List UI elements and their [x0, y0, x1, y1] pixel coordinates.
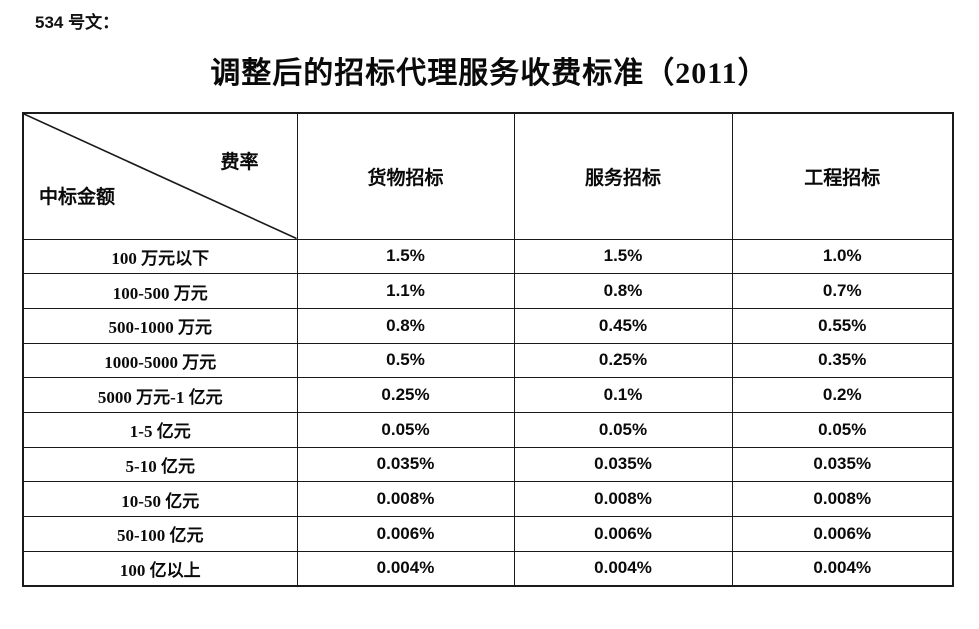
corner-label-rate: 费率: [220, 152, 259, 173]
table-row: 1000-5000 万元 0.5% 0.25% 0.35%: [22, 342, 954, 379]
row-label: 100 亿以上: [22, 550, 298, 587]
column-header-goods: 货物招标: [296, 112, 515, 240]
fee-table: 费率 中标金额 货物招标 服务招标 工程招标 100 万元以下 1.5% 1.5% 1…: [22, 112, 954, 587]
row-label: 100 万元以下: [22, 238, 298, 275]
table-cell: 0.006%: [296, 516, 515, 552]
table-cell: 0.5%: [296, 342, 515, 379]
table-row: 100 亿以上 0.004% 0.004% 0.004%: [22, 550, 954, 587]
table-cell: 0.8%: [513, 273, 733, 309]
table-row: 100 万元以下 1.5% 1.5% 1.0%: [22, 238, 954, 275]
table-cell: 0.35%: [731, 342, 954, 379]
corner-header-cell: 费率 中标金额: [22, 112, 298, 240]
table-cell: 0.004%: [513, 550, 733, 587]
table-cell: 1.1%: [296, 273, 515, 309]
table-cell: 0.8%: [296, 307, 515, 344]
table-cell: 0.006%: [731, 516, 954, 552]
table-cell: 1.5%: [296, 238, 515, 275]
table-cell: 0.004%: [296, 550, 515, 587]
table-row: 10-50 亿元 0.008% 0.008% 0.008%: [22, 481, 954, 517]
table-row: 50-100 亿元 0.006% 0.006% 0.006%: [22, 516, 954, 552]
table-row: 5-10 亿元 0.035% 0.035% 0.035%: [22, 446, 954, 483]
table-cell: 1.5%: [513, 238, 733, 275]
diagonal-line: [24, 114, 297, 239]
corner-label-amount: 中标金额: [39, 186, 116, 208]
row-label: 10-50 亿元: [22, 481, 298, 517]
table-cell: 0.45%: [513, 307, 733, 344]
table-cell: 0.006%: [513, 516, 733, 552]
row-label: 500-1000 万元: [22, 307, 298, 344]
row-label: 50-100 亿元: [22, 516, 298, 552]
table-row: 5000 万元-1 亿元 0.25% 0.1% 0.2%: [22, 377, 954, 413]
table-cell: 0.008%: [731, 481, 954, 517]
table-cell: 0.035%: [731, 446, 954, 483]
row-label: 100-500 万元: [22, 273, 298, 309]
table-cell: 0.035%: [296, 446, 515, 483]
table-cell: 0.05%: [513, 411, 733, 448]
page-title: 调整后的招标代理服务收费标准（2011）: [210, 57, 769, 90]
table-cell: 0.7%: [731, 273, 954, 309]
row-label: 5-10 亿元: [22, 446, 298, 483]
row-label: 5000 万元-1 亿元: [22, 377, 298, 413]
table-cell: 0.25%: [513, 342, 733, 379]
table-cell: 0.05%: [296, 411, 515, 448]
table-cell: 0.25%: [296, 377, 515, 413]
table-cell: 0.55%: [731, 307, 954, 344]
table-cell: 0.1%: [513, 377, 733, 413]
table-row: 1-5 亿元 0.05% 0.05% 0.05%: [22, 411, 954, 448]
row-label: 1-5 亿元: [22, 411, 298, 448]
table-row: 500-1000 万元 0.8% 0.45% 0.55%: [22, 307, 954, 344]
table-cell: 0.008%: [513, 481, 733, 517]
table-cell: 0.2%: [731, 377, 954, 413]
table-body: 100 万元以下 1.5% 1.5% 1.0% 100-500 万元 1.1% 0.8% 0.…: [22, 238, 954, 587]
table-cell: 0.05%: [731, 411, 954, 448]
column-header-engineering: 工程招标: [731, 112, 954, 240]
column-header-services: 服务招标: [513, 112, 733, 240]
table-cell: 0.004%: [731, 550, 954, 587]
doc-number-label: 534 号文：: [35, 13, 120, 32]
table-row: 100-500 万元 1.1% 0.8% 0.7%: [22, 273, 954, 309]
header-row: 费率 中标金额 货物招标 服务招标 工程招标: [22, 112, 954, 240]
table-cell: 1.0%: [731, 238, 954, 275]
table-cell: 0.035%: [513, 446, 733, 483]
row-label: 1000-5000 万元: [22, 342, 298, 379]
table-cell: 0.008%: [296, 481, 515, 517]
